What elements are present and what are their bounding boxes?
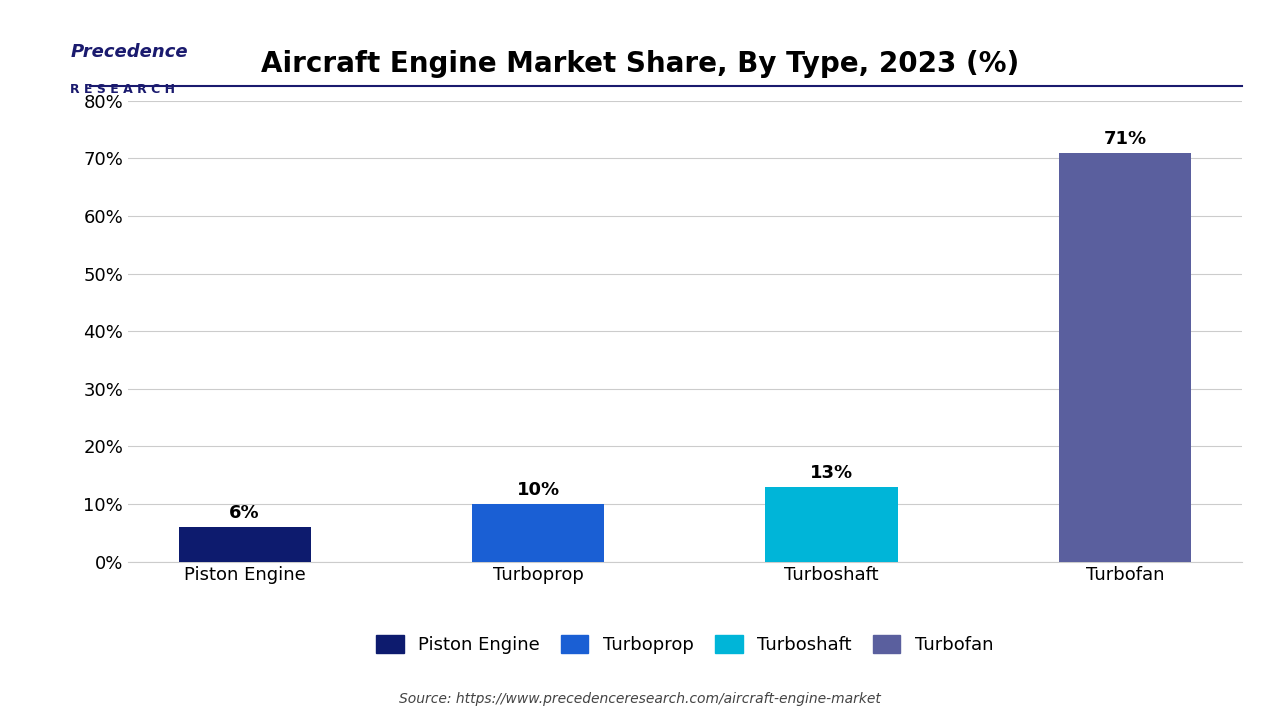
Bar <box>1059 153 1190 562</box>
Legend: Piston Engine, Turboprop, Turboshaft, Turbofan: Piston Engine, Turboprop, Turboshaft, Tu… <box>376 634 993 654</box>
Text: 71%: 71% <box>1103 130 1147 148</box>
Text: 6%: 6% <box>229 505 260 523</box>
Bar <box>765 487 897 562</box>
Text: R E S E A R C H: R E S E A R C H <box>70 83 175 96</box>
Bar <box>472 504 604 562</box>
Bar <box>179 527 311 562</box>
Text: 10%: 10% <box>517 482 559 500</box>
Text: Source: https://www.precedenceresearch.com/aircraft-engine-market: Source: https://www.precedenceresearch.c… <box>399 692 881 706</box>
Text: 13%: 13% <box>810 464 852 482</box>
Text: Aircraft Engine Market Share, By Type, 2023 (%): Aircraft Engine Market Share, By Type, 2… <box>261 50 1019 78</box>
Text: Precedence: Precedence <box>70 43 188 61</box>
